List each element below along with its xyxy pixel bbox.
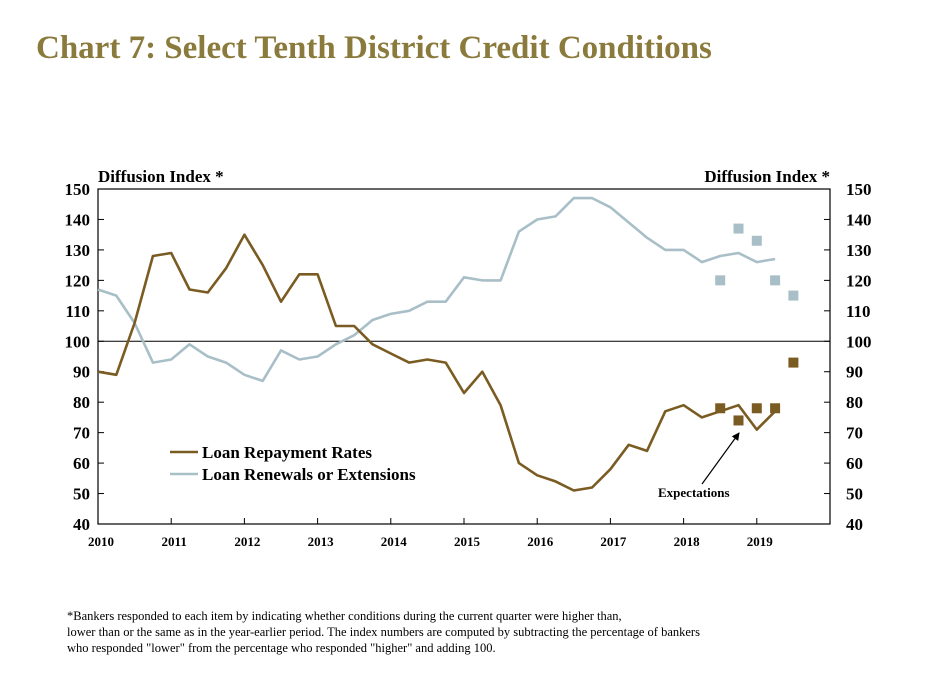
y-tick-label-right: 150 — [846, 180, 872, 199]
y-tick-label-right: 60 — [846, 454, 863, 473]
legend: Loan Repayment Rates Loan Renewals or Ext… — [170, 443, 416, 484]
expectation-point-repayment — [715, 403, 726, 414]
y-tick-label-left: 80 — [73, 393, 90, 412]
y-tick-label-left: 110 — [65, 302, 90, 321]
y-tick-label-right: 140 — [846, 210, 872, 229]
expectations-annotation: Expectations — [658, 485, 730, 500]
y-tick-label-right: 100 — [846, 332, 872, 351]
x-tick-label: 2017 — [600, 534, 627, 549]
chart-title: Chart 7: Select Tenth District Credit Co… — [36, 30, 712, 66]
expectation-point-renewals — [788, 290, 799, 301]
expectations-arrow — [701, 432, 740, 485]
y-tick-label-right: 110 — [846, 302, 871, 321]
y-tick-label-right: 40 — [846, 515, 863, 534]
y-tick-label-right: 90 — [846, 363, 863, 382]
expectation-point-renewals — [733, 223, 744, 234]
expectation-point-renewals — [751, 235, 762, 246]
expectation-point-renewals — [770, 275, 781, 286]
series-line-repayment-rates — [97, 233, 777, 492]
x-tick-label: 2018 — [674, 534, 701, 549]
y-tick-label-right: 70 — [846, 424, 863, 443]
legend-label: Loan Repayment Rates — [202, 443, 372, 462]
y-tick-label-left: 60 — [73, 454, 90, 473]
x-tick-label: 2019 — [747, 534, 774, 549]
y-tick-label-left: 50 — [73, 485, 90, 504]
series-group — [97, 196, 777, 492]
left-axis-label: Diffusion Index * — [98, 167, 224, 186]
y-tick-label-left: 120 — [65, 271, 91, 290]
right-axis-label: Diffusion Index * — [704, 167, 830, 186]
expectation-point-repayment — [751, 403, 762, 414]
expectation-point-renewals — [715, 275, 726, 286]
footnote-line-1: *Bankers responded to each item by indic… — [67, 609, 622, 623]
axes-group: 40 40 50 50 60 60 70 70 80 80 90 90 100 100 110 110 120 1… — [65, 180, 872, 549]
y-tick-label-left: 130 — [65, 241, 91, 260]
y-tick-label-left: 40 — [73, 515, 90, 534]
expectation-point-repayment — [788, 357, 799, 368]
y-tick-label-right: 50 — [846, 485, 863, 504]
x-tick-label: 2014 — [381, 534, 408, 549]
y-tick-label-left: 140 — [65, 210, 91, 229]
y-tick-label-right: 130 — [846, 241, 872, 260]
expectation-point-repayment — [733, 415, 744, 426]
legend-label: Loan Renewals or Extensions — [202, 465, 416, 484]
x-tick-label: 2012 — [234, 534, 260, 549]
y-tick-label-left: 90 — [73, 363, 90, 382]
x-tick-label: 2016 — [527, 534, 554, 549]
x-tick-label: 2010 — [88, 534, 114, 549]
footnote-line-2: lower than or the same as in the year-ea… — [67, 625, 700, 639]
y-tick-label-left: 150 — [65, 180, 91, 199]
footnote: *Bankers responded to each item by indic… — [67, 608, 847, 656]
expectation-point-repayment — [770, 403, 781, 414]
x-tick-label: 2015 — [454, 534, 481, 549]
x-tick-label: 2011 — [162, 534, 187, 549]
expectations-group — [715, 223, 799, 426]
series-line-renewals-extensions — [97, 196, 776, 383]
x-tick-label: 2013 — [308, 534, 335, 549]
footnote-line-3: who responded "lower" from the percentag… — [67, 641, 496, 655]
y-tick-label-right: 120 — [846, 271, 872, 290]
y-tick-label-left: 100 — [65, 332, 91, 351]
y-tick-label-left: 70 — [73, 424, 90, 443]
y-tick-label-right: 80 — [846, 393, 863, 412]
